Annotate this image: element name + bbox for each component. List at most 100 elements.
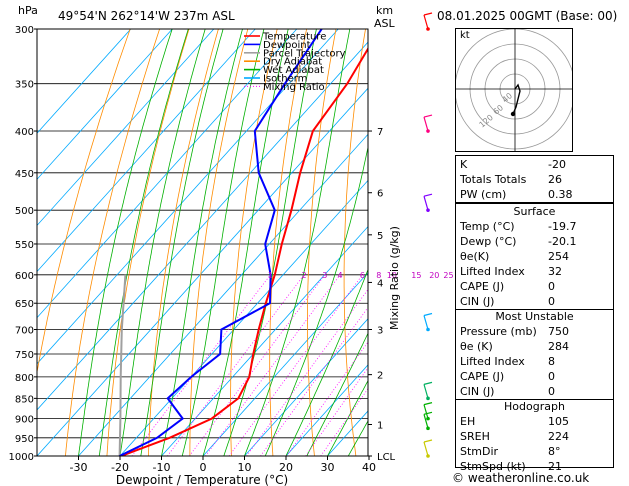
mixing-ratio-tick-label: 6 bbox=[360, 271, 365, 280]
stat-value: 8 bbox=[548, 355, 555, 368]
temperature-tick-label: 40 bbox=[362, 461, 376, 474]
stat-key: CIN (J) bbox=[460, 295, 495, 308]
dry-adiabat-line bbox=[189, 29, 249, 456]
pressure-tick-label: 350 bbox=[15, 80, 34, 91]
stat-key: PW (cm) bbox=[460, 188, 507, 201]
wind-barb-flag bbox=[423, 402, 433, 406]
stat-value: 750 bbox=[548, 325, 569, 338]
isotherm-line bbox=[161, 225, 368, 456]
stat-row: Lifted Index 8 bbox=[460, 354, 609, 369]
wind-barb bbox=[423, 404, 429, 419]
pressure-tick-label: 850 bbox=[15, 394, 34, 405]
stat-value: 284 bbox=[548, 340, 569, 353]
temperature-tick-label: -30 bbox=[70, 461, 88, 474]
altitude-tick-label: 2 bbox=[377, 371, 383, 382]
dry-adiabat-line bbox=[148, 29, 219, 456]
wind-barb bbox=[423, 441, 429, 457]
temperature-tick-label: -10 bbox=[153, 461, 171, 474]
mixing-ratio-line bbox=[205, 274, 341, 456]
isotherm-line bbox=[37, 29, 256, 273]
wind-barb-station bbox=[426, 454, 430, 458]
mixing-ratio-tick-label: 2 bbox=[301, 271, 306, 280]
isotherm-line bbox=[78, 133, 368, 456]
temperature-tick-label: -20 bbox=[111, 461, 129, 474]
surface-title: Surface bbox=[513, 205, 556, 218]
asl-label: ASL bbox=[374, 17, 396, 30]
stat-key: CAPE (J) bbox=[460, 370, 505, 383]
mixing-ratio-tick-label: 15 bbox=[411, 271, 421, 280]
wet-adiabat-line bbox=[202, 29, 289, 456]
stat-value: -19.7 bbox=[548, 220, 577, 233]
legend-label: Dewpoint bbox=[263, 40, 311, 51]
wet-adiabat-line bbox=[140, 29, 224, 456]
divider bbox=[456, 309, 613, 310]
legend-label: Temperature bbox=[262, 32, 326, 43]
altitude-tick-label: 4 bbox=[377, 278, 383, 289]
mixing-ratio-tick-label: 4 bbox=[338, 271, 343, 280]
footer-copyright: © weatheronline.co.uk bbox=[452, 471, 590, 485]
mixing-ratio-line bbox=[305, 367, 368, 456]
stat-key: θe(K) bbox=[460, 250, 490, 263]
isotherm-line bbox=[37, 29, 173, 180]
stat-row: Totals Totals 26 bbox=[460, 172, 609, 187]
hodograph-ring-label: 60 bbox=[492, 103, 506, 116]
isotherm-line bbox=[244, 318, 368, 456]
wind-barb-flag bbox=[423, 12, 433, 16]
location-title: 49°54'N 262°14'W 237m ASL bbox=[58, 9, 235, 23]
stat-value: 0 bbox=[548, 295, 555, 308]
wet-adiabat-line bbox=[327, 379, 368, 456]
stat-value: 21 bbox=[548, 460, 562, 473]
stat-value: 224 bbox=[548, 430, 569, 443]
stat-row: EH 105 bbox=[460, 414, 609, 429]
stat-key: StmSpd (kt) bbox=[460, 460, 526, 473]
divider bbox=[456, 399, 613, 400]
hpa-label: hPa bbox=[18, 4, 38, 17]
stat-row: Lifted Index 32 bbox=[460, 264, 609, 279]
pressure-tick-label: 800 bbox=[15, 373, 34, 384]
mixing-ratio-line bbox=[260, 306, 368, 456]
stat-value: -20.1 bbox=[548, 235, 577, 248]
datetime-title: 08.01.2025 00GMT (Base: 00) bbox=[437, 9, 617, 23]
stat-row: θe (K) 284 bbox=[460, 339, 609, 354]
hodograph-ring-label: 40 bbox=[501, 91, 515, 104]
altitude-tick-label: 5 bbox=[377, 231, 383, 242]
wet-adiabat-line bbox=[119, 29, 206, 456]
wind-barb bbox=[423, 315, 429, 330]
stat-key: Pressure (mb) bbox=[460, 325, 537, 338]
pressure-tick-label: 500 bbox=[15, 206, 34, 217]
altitude-tick-label: LCL bbox=[377, 452, 396, 463]
mixing-ratio-tick-label: 25 bbox=[443, 271, 453, 280]
stat-key: Dewp (°C) bbox=[460, 235, 517, 248]
legend-label: Isotherm bbox=[263, 74, 307, 85]
wind-barb-flag bbox=[423, 439, 433, 443]
stat-key: SREH bbox=[460, 430, 490, 443]
wind-barb-station bbox=[426, 396, 430, 401]
dry-adiabat-line bbox=[65, 29, 160, 456]
pressure-tick-label: 700 bbox=[15, 326, 34, 337]
parcel-trajectory-line bbox=[118, 274, 127, 456]
altitude-tick-label: 7 bbox=[377, 127, 383, 138]
stat-key: Totals Totals bbox=[460, 173, 527, 186]
temperature-tick-label: 30 bbox=[321, 461, 335, 474]
pressure-tick-label: 750 bbox=[15, 350, 34, 361]
wind-barb-station bbox=[426, 208, 430, 212]
isotherm-line bbox=[37, 41, 368, 411]
mixing-ratio-tick-label: 8 bbox=[376, 271, 381, 280]
wet-adiabat-line bbox=[78, 29, 173, 456]
wet-adiabat-line bbox=[285, 268, 368, 456]
temperature-tick-label: 20 bbox=[279, 461, 293, 474]
pressure-tick-label: 1000 bbox=[9, 452, 34, 463]
wind-barb-station bbox=[426, 327, 430, 332]
isotherm-line bbox=[37, 29, 298, 319]
pressure-tick-label: 950 bbox=[15, 434, 34, 445]
altitude-tick-label: 3 bbox=[377, 326, 383, 337]
dry-adiabat-line bbox=[307, 29, 337, 456]
dry-adiabat-line bbox=[106, 29, 190, 456]
stat-row: CIN (J) 0 bbox=[460, 384, 609, 399]
pressure-tick-label: 900 bbox=[15, 415, 34, 426]
altitude-tick-label: 1 bbox=[377, 420, 383, 431]
pressure-tick-label: 650 bbox=[15, 299, 34, 310]
legend-label: Dry Adiabat bbox=[263, 57, 322, 68]
isotherm-line bbox=[285, 364, 368, 456]
mixing-ratio-tick-label: 1 bbox=[268, 271, 273, 280]
